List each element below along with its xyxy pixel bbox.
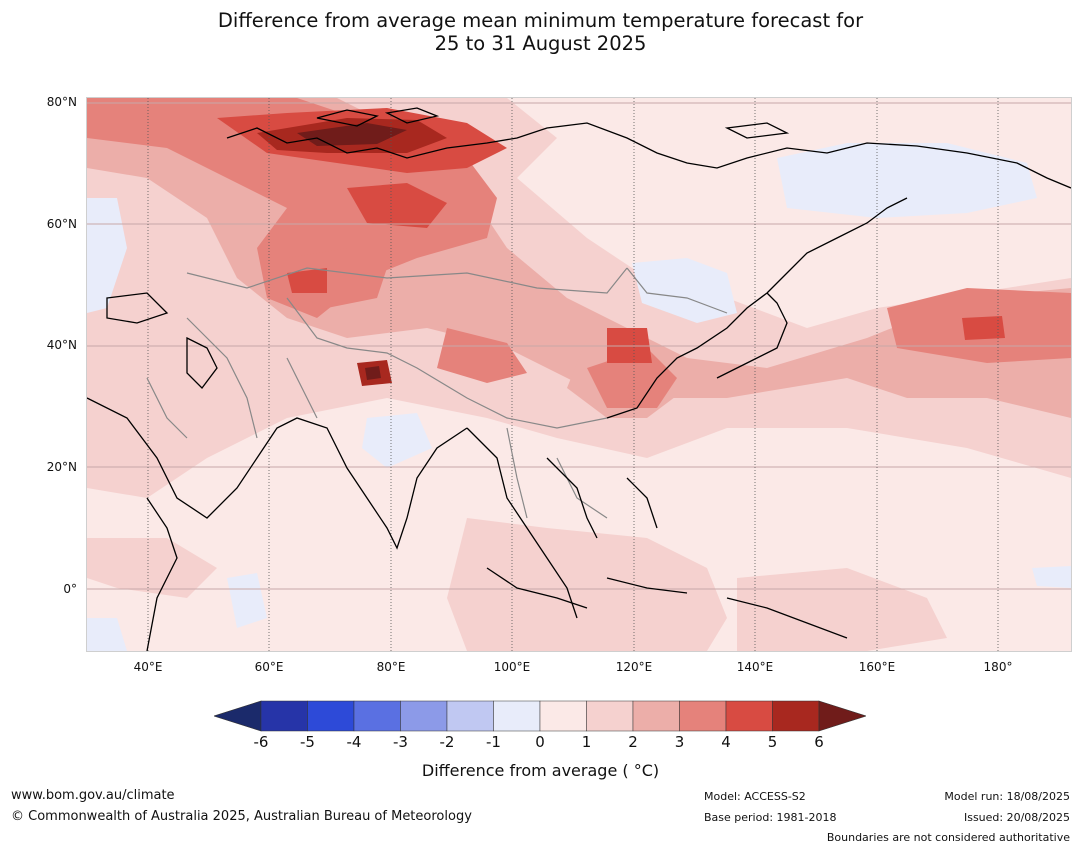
footer-model-run: Model run: 18/08/2025 (944, 790, 1070, 803)
colorbar-tick-label: -4 (346, 733, 362, 751)
colorbar-tick-label: -6 (253, 733, 269, 751)
colorbar-segment (725, 700, 773, 732)
footer-base-period: Base period: 1981-2018 (704, 811, 837, 824)
footer-website: www.bom.gov.au/climate (11, 788, 175, 803)
lon-label-80e: 80°E (376, 660, 406, 674)
anomaly-4-5-areas (217, 108, 1005, 363)
colorbar-tick-label: 3 (674, 733, 685, 751)
colorbar-extend-low (214, 700, 262, 732)
colorbar-tick-label: 1 (581, 733, 592, 751)
colorbar-segment (772, 700, 820, 732)
colorbar-tick-label: 4 (721, 733, 731, 751)
footer-model: Model: ACCESS-S2 (704, 790, 806, 803)
lon-label-140e: 140°E (736, 660, 774, 674)
lon-label-40e: 40°E (133, 660, 163, 674)
colorbar-segment (307, 700, 355, 732)
country-borders (146, 267, 728, 519)
lat-label-60n: 60°N (46, 217, 77, 231)
footer-issued: Issued: 20/08/2025 (963, 811, 1070, 824)
footer-boundaries-note: Boundaries are not considered authoritat… (826, 831, 1070, 844)
lon-label-120e: 120°E (615, 660, 653, 674)
temperature-anomaly-map (86, 97, 1072, 652)
colorbar (214, 700, 866, 732)
lat-label-20n: 20°N (46, 460, 77, 474)
colorbar-segment (493, 700, 541, 732)
colorbar-tick-label: 2 (628, 733, 638, 751)
lat-label-80n: 80°N (46, 95, 77, 109)
map-title-line-2: 25 to 31 August 2025 (434, 32, 647, 55)
colorbar-segment (586, 700, 634, 732)
colorbar-extend-high (818, 700, 866, 732)
colorbar-segments (260, 700, 820, 732)
colorbar-tick-label: -1 (486, 733, 501, 751)
lon-label-60e: 60°E (254, 660, 284, 674)
lon-label-160e: 160°E (858, 660, 896, 674)
colorbar-segment (632, 700, 680, 732)
colorbar-segment (260, 700, 308, 732)
colorbar-tick-label: 0 (535, 733, 545, 751)
map-title-line-1: Difference from average mean minimum tem… (217, 9, 864, 32)
map-meridians (147, 98, 999, 651)
colorbar-tick-label: -3 (393, 733, 408, 751)
footer-copyright: © Commonwealth of Australia 2025, Austra… (11, 809, 472, 824)
colorbar-tick-label: -2 (439, 733, 455, 751)
colorbar-segment (400, 700, 448, 732)
map-svg (87, 98, 1071, 651)
lon-label-100e: 100°E (493, 660, 531, 674)
colorbar-tick-label: 6 (814, 733, 824, 751)
anomaly-above-6-areas (297, 123, 407, 380)
lat-label-40n: 40°N (46, 338, 77, 352)
colorbar-segment (446, 700, 494, 732)
coastlines (87, 107, 1071, 651)
colorbar-segment (539, 700, 587, 732)
colorbar-segment (353, 700, 401, 732)
colorbar-label: Difference from average ( °C) (421, 761, 660, 780)
colorbar-tick-label: -5 (300, 733, 315, 751)
lat-label-0: 0° (63, 582, 77, 596)
colorbar-tick-label: 5 (767, 733, 778, 751)
lon-label-180: 180° (983, 660, 1013, 674)
colorbar-segment (679, 700, 727, 732)
